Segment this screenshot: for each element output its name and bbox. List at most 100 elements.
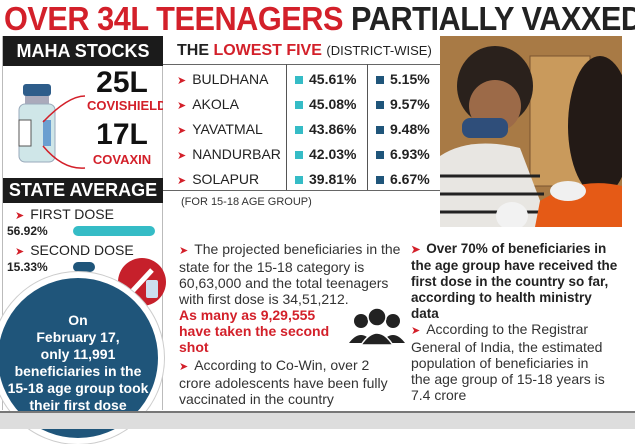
- first-dose-legend-icon: [295, 76, 303, 84]
- first-dose-text: FIRST DOSE: [30, 206, 114, 222]
- first-dose-cell: 45.08%: [295, 91, 356, 117]
- second-dose-value: 6.93%: [390, 146, 430, 162]
- bullet-text: According to Co-Win, over 2 crore adoles…: [179, 357, 388, 407]
- district-text: NANDURBAR: [192, 146, 281, 162]
- covishield-label: COVISHIELD: [87, 98, 167, 113]
- first-dose-value: 45.61%: [309, 71, 357, 87]
- first-dose-legend-icon: [295, 126, 303, 134]
- arrow-icon: ➤: [177, 100, 187, 112]
- first-dose-value: 45.08%: [309, 96, 357, 112]
- first-dose-legend-icon: [295, 101, 303, 109]
- callout-line: their first dose: [29, 397, 127, 413]
- second-dose-cell: 9.57%: [376, 91, 430, 117]
- callout-line: February 17,: [36, 329, 120, 345]
- first-dose-label: ➤ FIRST DOSE: [15, 206, 114, 222]
- callout-line: only 11,991: [40, 346, 116, 362]
- arrow-icon: ➤: [177, 175, 187, 187]
- covishield-amount: 25L: [96, 66, 148, 99]
- second-shot-text: As many as 9,29,555 have taken the secon…: [179, 307, 330, 355]
- arrow-icon: ➤: [179, 245, 189, 257]
- first-dose-legend-icon: [295, 176, 303, 184]
- second-dose-value: 6.67%: [390, 171, 430, 187]
- table-row: ➤ BULDHANA 45.61% 5.15%: [163, 66, 440, 92]
- title-highlight: LOWEST FIVE: [213, 42, 322, 59]
- footer-strip: [0, 411, 635, 429]
- bullet-text: According to the Registrar General of In…: [411, 321, 605, 403]
- people-group-icon: [349, 307, 405, 345]
- first-dose-legend-icon: [295, 151, 303, 159]
- district-name: ➤ SOLAPUR: [177, 166, 259, 194]
- district-name: ➤ AKOLA: [177, 91, 239, 119]
- second-dose-cell: 5.15%: [376, 66, 430, 92]
- bullet-section: ➤ The projected beneficiaries in the stat…: [163, 225, 622, 411]
- second-dose-legend-icon: [376, 101, 384, 109]
- covaxin-amount: 17L: [96, 118, 148, 151]
- second-dose-cell: 6.67%: [376, 166, 430, 192]
- second-dose-value: 5.15%: [390, 71, 430, 87]
- table-row: ➤ NANDURBAR 42.03% 6.93%: [163, 141, 440, 167]
- table-row: ➤ SOLAPUR 39.81% 6.67%: [163, 166, 440, 192]
- second-dose-pct: 15.33%: [7, 260, 48, 274]
- first-dose-cell: 45.61%: [295, 66, 356, 92]
- arrow-icon: ➤: [15, 210, 25, 222]
- first-dose-cell: 39.81%: [295, 166, 356, 192]
- district-text: AKOLA: [192, 96, 239, 112]
- second-dose-label: ➤ SECOND DOSE: [15, 242, 134, 258]
- second-dose-bar: [73, 262, 96, 272]
- arrow-icon: ➤: [177, 125, 187, 137]
- headline: OVER 34L TEENAGERS PARTIALLY VAXXED: [4, 0, 635, 37]
- callout-line: On: [68, 312, 88, 328]
- first-dose-bar: [73, 226, 155, 236]
- second-dose-value: 9.48%: [390, 121, 430, 137]
- second-dose-legend-icon: [376, 126, 384, 134]
- bullet-70-percent: ➤ Over 70% of beneficiaries in the age gr…: [411, 241, 623, 322]
- divider: [286, 64, 287, 190]
- headline-part2: PARTIALLY VAXXED: [351, 0, 635, 37]
- arrow-icon: ➤: [179, 361, 189, 373]
- arrow-icon: ➤: [411, 325, 421, 337]
- vaccination-photo: [440, 36, 622, 227]
- covaxin-label: COVAXIN: [92, 152, 152, 167]
- first-dose-value: 39.81%: [309, 171, 357, 187]
- table-row: ➤ AKOLA 45.08% 9.57%: [163, 91, 440, 117]
- divider: [367, 64, 368, 190]
- bullet-projected: ➤ The projected beneficiaries in the stat…: [179, 241, 401, 355]
- district-name: ➤ BULDHANA: [177, 66, 268, 94]
- district-text: SOLAPUR: [192, 171, 260, 187]
- headline-part1: OVER 34L TEENAGERS: [4, 0, 343, 37]
- vaccine-vial-icon: [18, 84, 86, 169]
- title-prefix: THE: [177, 42, 209, 59]
- divider: [163, 190, 440, 191]
- age-group-note: (FOR 15-18 AGE GROUP): [181, 196, 312, 208]
- bullet-text: The projected beneficiaries in the state…: [179, 241, 401, 307]
- second-dose-value: 9.57%: [390, 96, 430, 112]
- first-dose-cell: 42.03%: [295, 141, 356, 167]
- second-dose-legend-icon: [376, 176, 384, 184]
- district-text: YAVATMAL: [192, 121, 263, 137]
- state-average-heading: STATE AVERAGE: [3, 178, 163, 203]
- bullet-registrar: ➤ According to the Registrar General of I…: [411, 321, 611, 403]
- second-dose-text: SECOND DOSE: [30, 242, 134, 258]
- left-panel: MAHA STOCKS 25L COVISHIELD 17L COVAXIN S…: [2, 36, 167, 410]
- second-dose-legend-icon: [376, 151, 384, 159]
- arrow-icon: ➤: [177, 75, 187, 87]
- first-dose-pct: 56.92%: [7, 224, 48, 238]
- second-dose-legend-icon: [376, 76, 384, 84]
- maha-stocks-heading: MAHA STOCKS: [3, 36, 163, 66]
- bullet-text: Over 70% of beneficiaries in the age gro…: [411, 241, 618, 321]
- first-dose-value: 43.86%: [309, 121, 357, 137]
- bullet-cowin: ➤ According to Co-Win, over 2 crore adole…: [179, 357, 401, 407]
- arrow-icon: ➤: [15, 246, 25, 258]
- second-dose-cell: 6.93%: [376, 141, 430, 167]
- table-row: ➤ YAVATMAL 43.86% 9.48%: [163, 116, 440, 142]
- district-text: BULDHANA: [192, 71, 269, 87]
- callout-line: 15-18 age group took: [7, 380, 149, 396]
- arrow-icon: ➤: [177, 150, 187, 162]
- district-name: ➤ NANDURBAR: [177, 141, 281, 169]
- first-dose-value: 42.03%: [309, 146, 357, 162]
- stocks-panel: 25L COVISHIELD 17L COVAXIN: [3, 66, 167, 178]
- callout-line: beneficiaries in the: [14, 363, 142, 379]
- second-dose-cell: 9.48%: [376, 116, 430, 142]
- table-title: THE LOWEST FIVE (DISTRICT-WISE): [177, 42, 432, 60]
- arrow-icon: ➤: [411, 244, 421, 256]
